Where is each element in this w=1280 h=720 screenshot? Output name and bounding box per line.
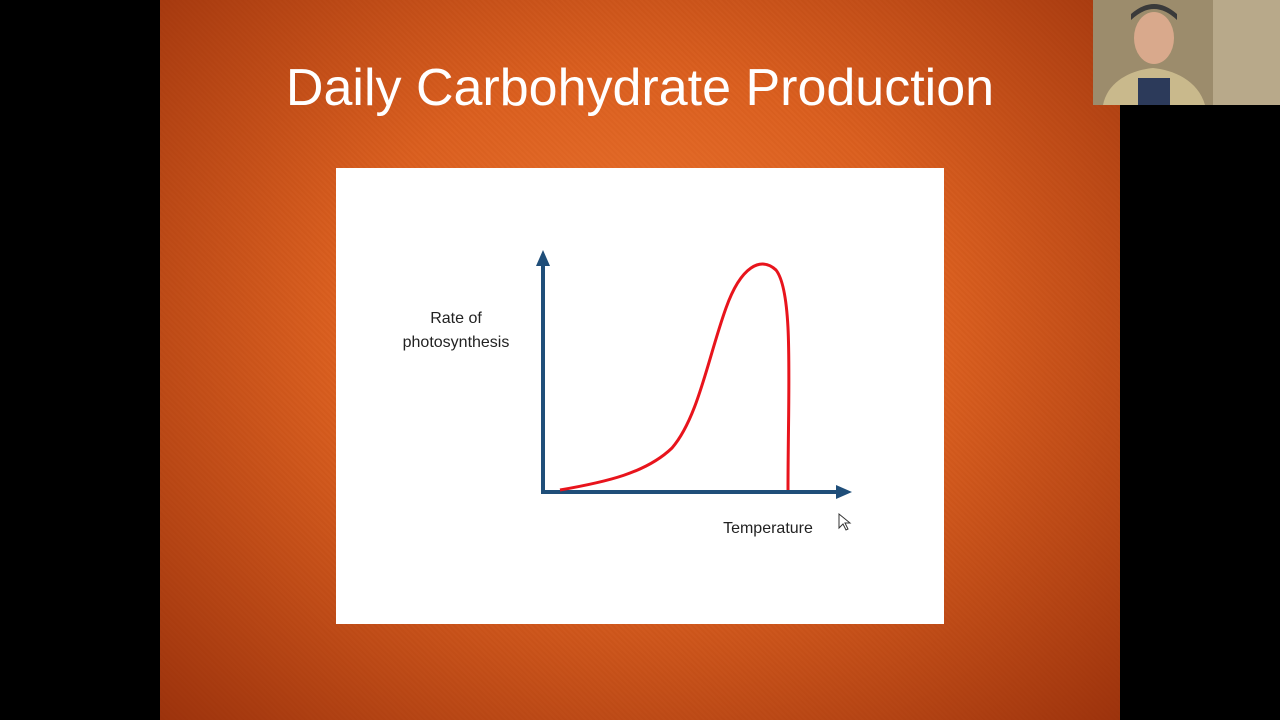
curve: [559, 262, 791, 492]
x-axis-arrow: [836, 485, 852, 499]
diagram-panel: Rate of photosynthesis Temperature: [336, 168, 944, 624]
slide: Daily Carbohydrate Production Rate of ph…: [160, 0, 1120, 720]
cap: [1131, 4, 1177, 20]
webcam: [1093, 0, 1280, 105]
face: [1134, 12, 1174, 64]
cursor: [838, 512, 852, 531]
webcam-image: [1093, 0, 1280, 105]
y-axis-label: Rate of: [430, 310, 482, 327]
shirt: [1138, 78, 1170, 105]
wall: [1213, 0, 1280, 105]
y-axis-arrow: [536, 250, 550, 266]
slide-title: Daily Carbohydrate Production: [285, 59, 995, 117]
diagram: Rate of photosynthesis Temperature: [403, 250, 852, 537]
x-axis-label: Temperature: [723, 520, 813, 537]
y-axis-label: photosynthesis: [403, 334, 510, 351]
